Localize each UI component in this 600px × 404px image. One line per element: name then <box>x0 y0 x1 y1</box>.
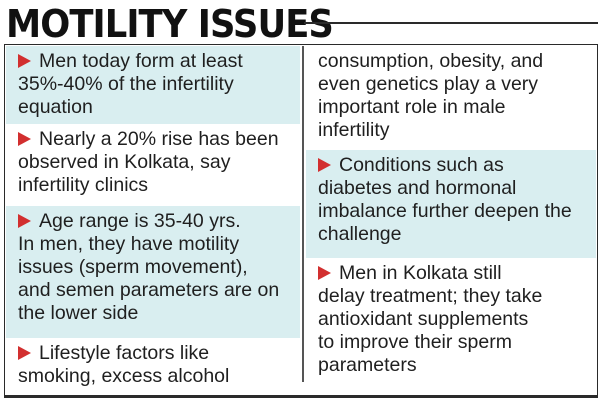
right-item-1: consumption, obesity, and even genetics … <box>306 46 596 150</box>
red-arrow-icon <box>18 132 31 146</box>
item-text: Lifestyle factors like smoking, excess a… <box>18 342 230 387</box>
item-text: consumption, obesity, and even genetics … <box>318 50 544 141</box>
column-divider <box>302 46 304 382</box>
red-arrow-icon <box>318 266 331 280</box>
item-text: Men in Kolkata still delay treatment; th… <box>318 262 543 376</box>
content-frame <box>4 44 598 396</box>
item-text: Conditions such as diabetes and hormonal… <box>318 154 572 245</box>
title-rule <box>304 22 598 24</box>
red-arrow-icon <box>318 158 331 172</box>
bottom-rule <box>4 396 598 398</box>
red-arrow-icon <box>18 54 31 68</box>
left-item-1: Men today form at least 35%-40% of the i… <box>6 46 300 124</box>
item-text: Age range is 35-40 yrs. In men, they hav… <box>18 210 280 324</box>
page-title: MOTILITY ISSUES <box>6 2 334 46</box>
left-item-4: Lifestyle factors like smoking, excess a… <box>6 338 300 394</box>
right-item-2: Conditions such as diabetes and hormonal… <box>306 150 596 258</box>
right-item-3: Men in Kolkata still delay treatment; th… <box>306 258 596 394</box>
item-text: Nearly a 20% rise has been observed in K… <box>18 128 279 196</box>
red-arrow-icon <box>18 214 31 228</box>
red-arrow-icon <box>18 346 31 360</box>
left-item-2: Nearly a 20% rise has been observed in K… <box>6 124 300 206</box>
item-text: Men today form at least 35%-40% of the i… <box>18 50 243 118</box>
left-item-3: Age range is 35-40 yrs. In men, they hav… <box>6 206 300 338</box>
